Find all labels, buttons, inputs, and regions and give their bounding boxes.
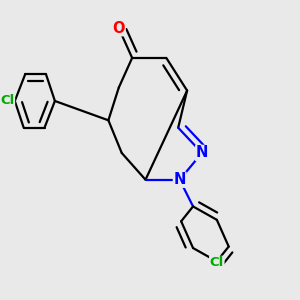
Text: O: O (112, 21, 125, 36)
Text: N: N (173, 172, 186, 187)
Text: N: N (196, 146, 208, 160)
Text: Cl: Cl (210, 256, 224, 269)
Text: Cl: Cl (0, 94, 14, 107)
